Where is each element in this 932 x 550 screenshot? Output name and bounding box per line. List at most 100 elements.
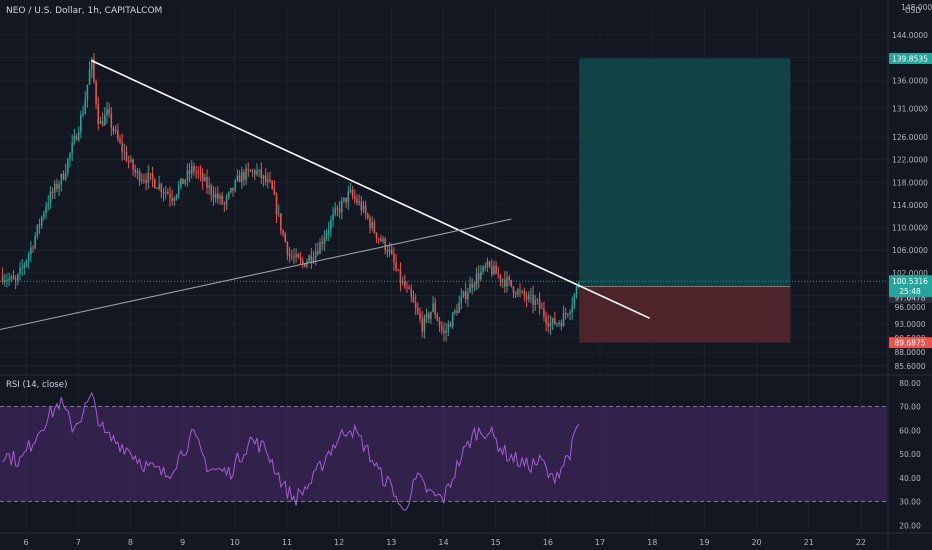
candle-body (223, 203, 226, 205)
candle-body (177, 185, 180, 195)
countdown-badge: 25:48 (899, 287, 921, 296)
candle-body (549, 323, 552, 327)
candle-body (75, 135, 78, 140)
price-tick-label: 144.0000 (892, 31, 928, 40)
candle-body (82, 113, 84, 116)
candle-body (297, 254, 300, 258)
candle-body (225, 196, 228, 204)
trendline-ascending-support[interactable] (0, 218, 512, 331)
candle-body (469, 283, 471, 293)
candle-body (201, 172, 204, 181)
time-tick-label: 18 (647, 538, 657, 547)
time-tick-label: 13 (386, 538, 396, 547)
candle-body (538, 299, 541, 309)
candle-body (19, 267, 21, 275)
time-tick-label: 7 (76, 538, 81, 547)
candle-body (243, 172, 245, 180)
candle-body (377, 238, 380, 240)
candle-body (497, 273, 500, 275)
candle-body (390, 249, 393, 254)
candle-body (108, 109, 110, 114)
candle-body (197, 172, 200, 174)
candle-body (349, 189, 352, 192)
candle-body (301, 260, 304, 264)
candle-body (334, 208, 337, 214)
candle-body (30, 247, 32, 255)
candle-body (99, 121, 102, 124)
candle-body (410, 289, 413, 297)
candle-body (406, 287, 408, 289)
candle-body (443, 330, 445, 333)
trendline-descending-resistance[interactable] (90, 59, 650, 319)
candle-body (310, 255, 313, 262)
candle-body (530, 294, 532, 296)
candle-body (464, 291, 467, 300)
candle-body (260, 169, 263, 179)
candle-body (343, 197, 345, 201)
candle-body (45, 206, 47, 214)
candle-body (71, 142, 73, 153)
candle-body (254, 170, 256, 175)
candle-body (571, 305, 573, 312)
candle-body (25, 260, 28, 265)
candle-body (164, 192, 167, 194)
candle-body (449, 323, 452, 327)
candle-body (445, 330, 447, 333)
candle-body (332, 213, 334, 221)
time-tick-label: 6 (24, 538, 29, 547)
candle-body (558, 323, 560, 325)
candle-body (67, 159, 69, 173)
candle-body (451, 312, 454, 327)
candle-body (234, 180, 237, 191)
stop-loss-zone[interactable] (579, 286, 791, 343)
candle-body (499, 274, 502, 281)
price-tick-label: 118.0000 (892, 178, 928, 187)
candle-body (354, 196, 356, 199)
candle-body (251, 170, 254, 172)
candle-body (121, 142, 123, 152)
candle-body (49, 191, 52, 204)
candle-body (567, 313, 569, 315)
candle-body (145, 180, 147, 183)
candle-body (186, 170, 189, 180)
candle-body (517, 290, 519, 295)
candle-body (375, 232, 378, 239)
candle-body (364, 205, 367, 214)
candle-body (380, 238, 382, 242)
candle-body (288, 254, 291, 257)
rsi-tick-label: 40.00 (899, 474, 921, 483)
candle-body (277, 213, 280, 215)
candle-body (384, 238, 387, 251)
candle-body (238, 175, 241, 183)
candle-body (440, 326, 443, 331)
candle-body (4, 280, 6, 282)
candle-body (204, 177, 206, 181)
candle-body (569, 311, 571, 315)
position-zones[interactable] (579, 58, 791, 343)
candle-body (562, 313, 565, 327)
price-tick-label: 114.0000 (892, 201, 928, 210)
take-profit-zone[interactable] (579, 58, 791, 287)
candle-body (206, 177, 208, 188)
candle-body (208, 185, 210, 188)
price-tick-label: 110.0000 (892, 224, 928, 233)
stop-price-badge: 89.6875 (894, 339, 925, 348)
candle-body (527, 294, 530, 300)
candle-body (564, 313, 567, 315)
candle-body (182, 178, 184, 184)
candle-body (227, 192, 230, 197)
candle-body (51, 191, 54, 193)
rsi-title: RSI (14, close) (6, 380, 67, 390)
entry-price-badge: 97.6478 (894, 294, 925, 303)
candle-body (467, 292, 469, 300)
candle-body (221, 195, 223, 204)
candle-body (47, 203, 50, 207)
candle-body (460, 296, 463, 303)
candle-body (123, 151, 126, 153)
trendlines[interactable] (0, 59, 650, 331)
candle-body (471, 283, 473, 288)
candle-body (86, 84, 89, 100)
candle-body (399, 270, 402, 284)
candle-body (143, 179, 145, 181)
